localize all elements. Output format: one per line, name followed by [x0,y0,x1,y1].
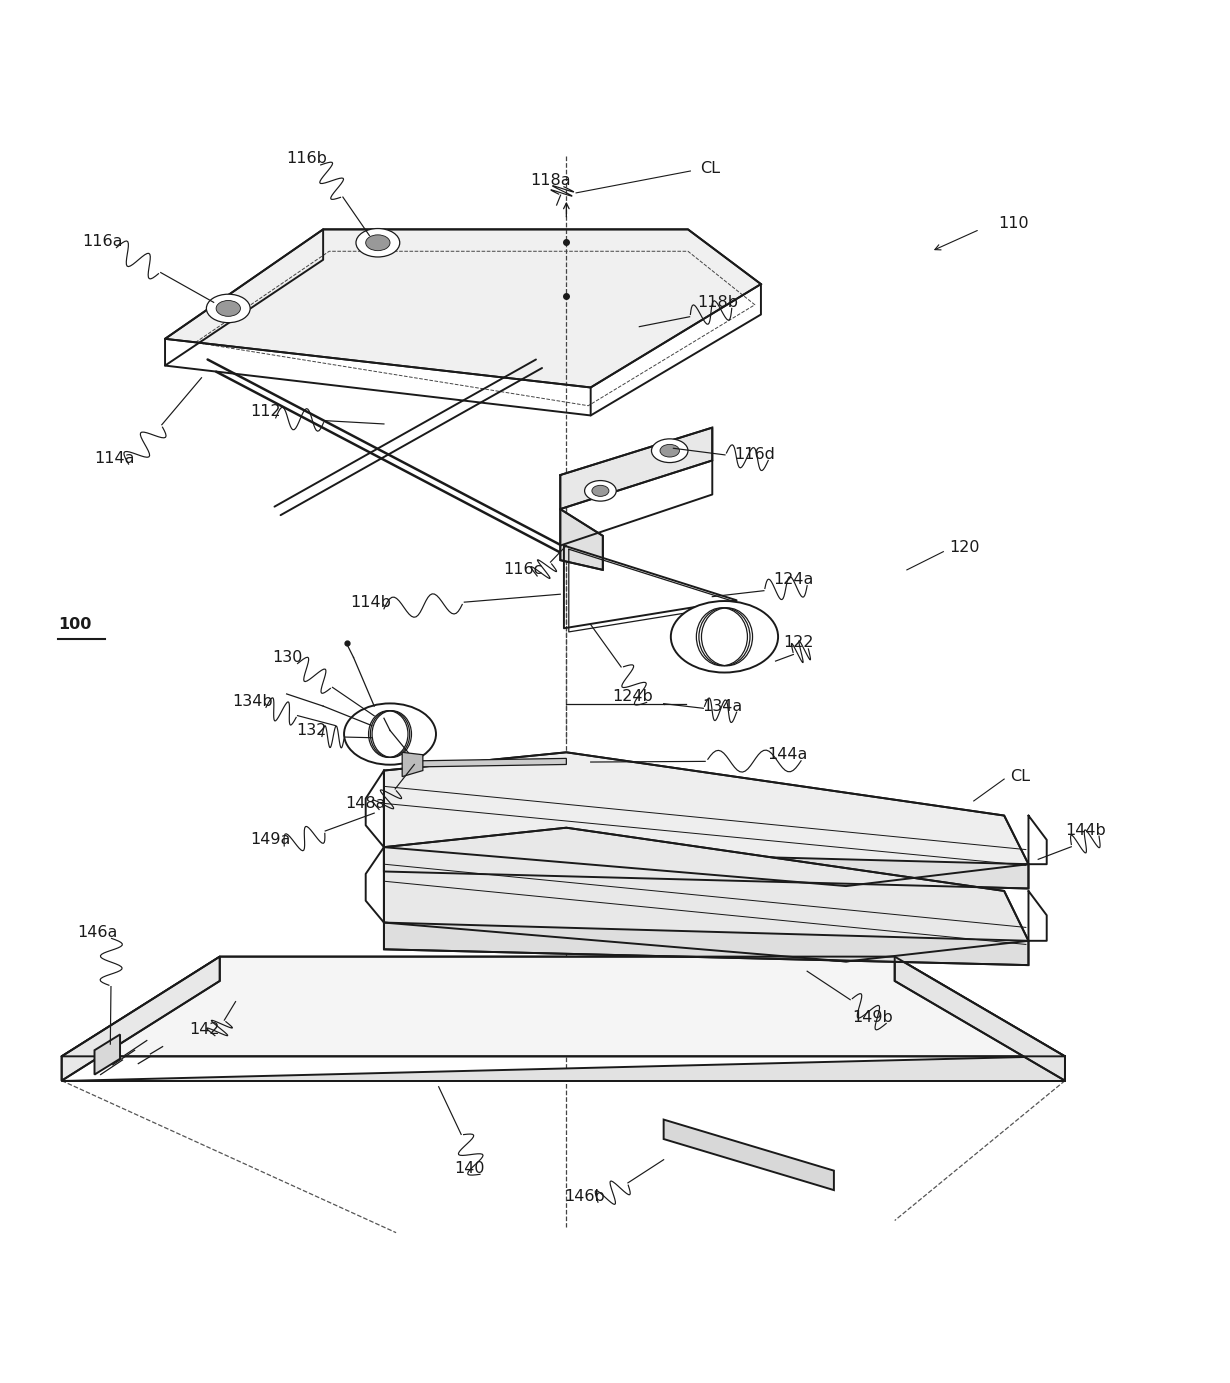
Text: 118b: 118b [697,295,739,310]
Ellipse shape [355,228,400,257]
Ellipse shape [216,300,240,317]
Text: 116b: 116b [287,151,327,166]
Polygon shape [561,509,603,570]
Text: 146b: 146b [563,1188,605,1203]
Ellipse shape [344,704,435,765]
Polygon shape [418,758,566,768]
Polygon shape [384,827,1028,961]
Polygon shape [62,957,1065,1057]
Text: 112: 112 [250,404,280,419]
Text: 116d: 116d [734,447,775,462]
Ellipse shape [584,480,616,501]
Polygon shape [664,1120,834,1191]
Text: CL: CL [700,160,720,176]
Polygon shape [561,427,712,509]
Ellipse shape [592,485,609,496]
Text: 124a: 124a [774,573,813,588]
Text: 124b: 124b [613,689,653,704]
Text: 134b: 134b [232,694,273,708]
Text: 114a: 114a [95,451,135,466]
Text: CL: CL [1010,769,1031,784]
Polygon shape [62,957,220,1080]
Text: 122: 122 [782,635,813,650]
Text: 120: 120 [950,541,980,556]
Text: 114b: 114b [349,595,391,610]
Polygon shape [62,1057,1065,1080]
Polygon shape [384,848,1028,888]
Ellipse shape [207,295,250,322]
Text: 130: 130 [272,650,303,665]
Polygon shape [165,230,761,387]
Text: 142: 142 [189,1022,220,1037]
Text: 118a: 118a [530,173,571,188]
Text: 144a: 144a [768,747,807,762]
Text: 144b: 144b [1065,823,1106,838]
Text: 110: 110 [998,216,1028,231]
Polygon shape [894,957,1065,1080]
Ellipse shape [652,438,688,462]
Ellipse shape [670,602,779,672]
Text: 148a: 148a [346,795,385,810]
Polygon shape [95,1034,121,1075]
Text: 100: 100 [58,617,91,632]
Text: 140: 140 [454,1160,485,1176]
Polygon shape [384,752,1028,887]
Text: 149b: 149b [852,1010,893,1025]
Text: 134a: 134a [702,698,743,714]
Polygon shape [384,922,1028,965]
Text: 132: 132 [296,723,327,739]
Ellipse shape [365,235,390,250]
Text: 146a: 146a [77,925,118,940]
Text: 149a: 149a [250,833,290,848]
Ellipse shape [661,444,679,456]
Text: 116a: 116a [82,234,123,249]
Polygon shape [402,752,423,777]
Text: 116c: 116c [503,563,542,577]
